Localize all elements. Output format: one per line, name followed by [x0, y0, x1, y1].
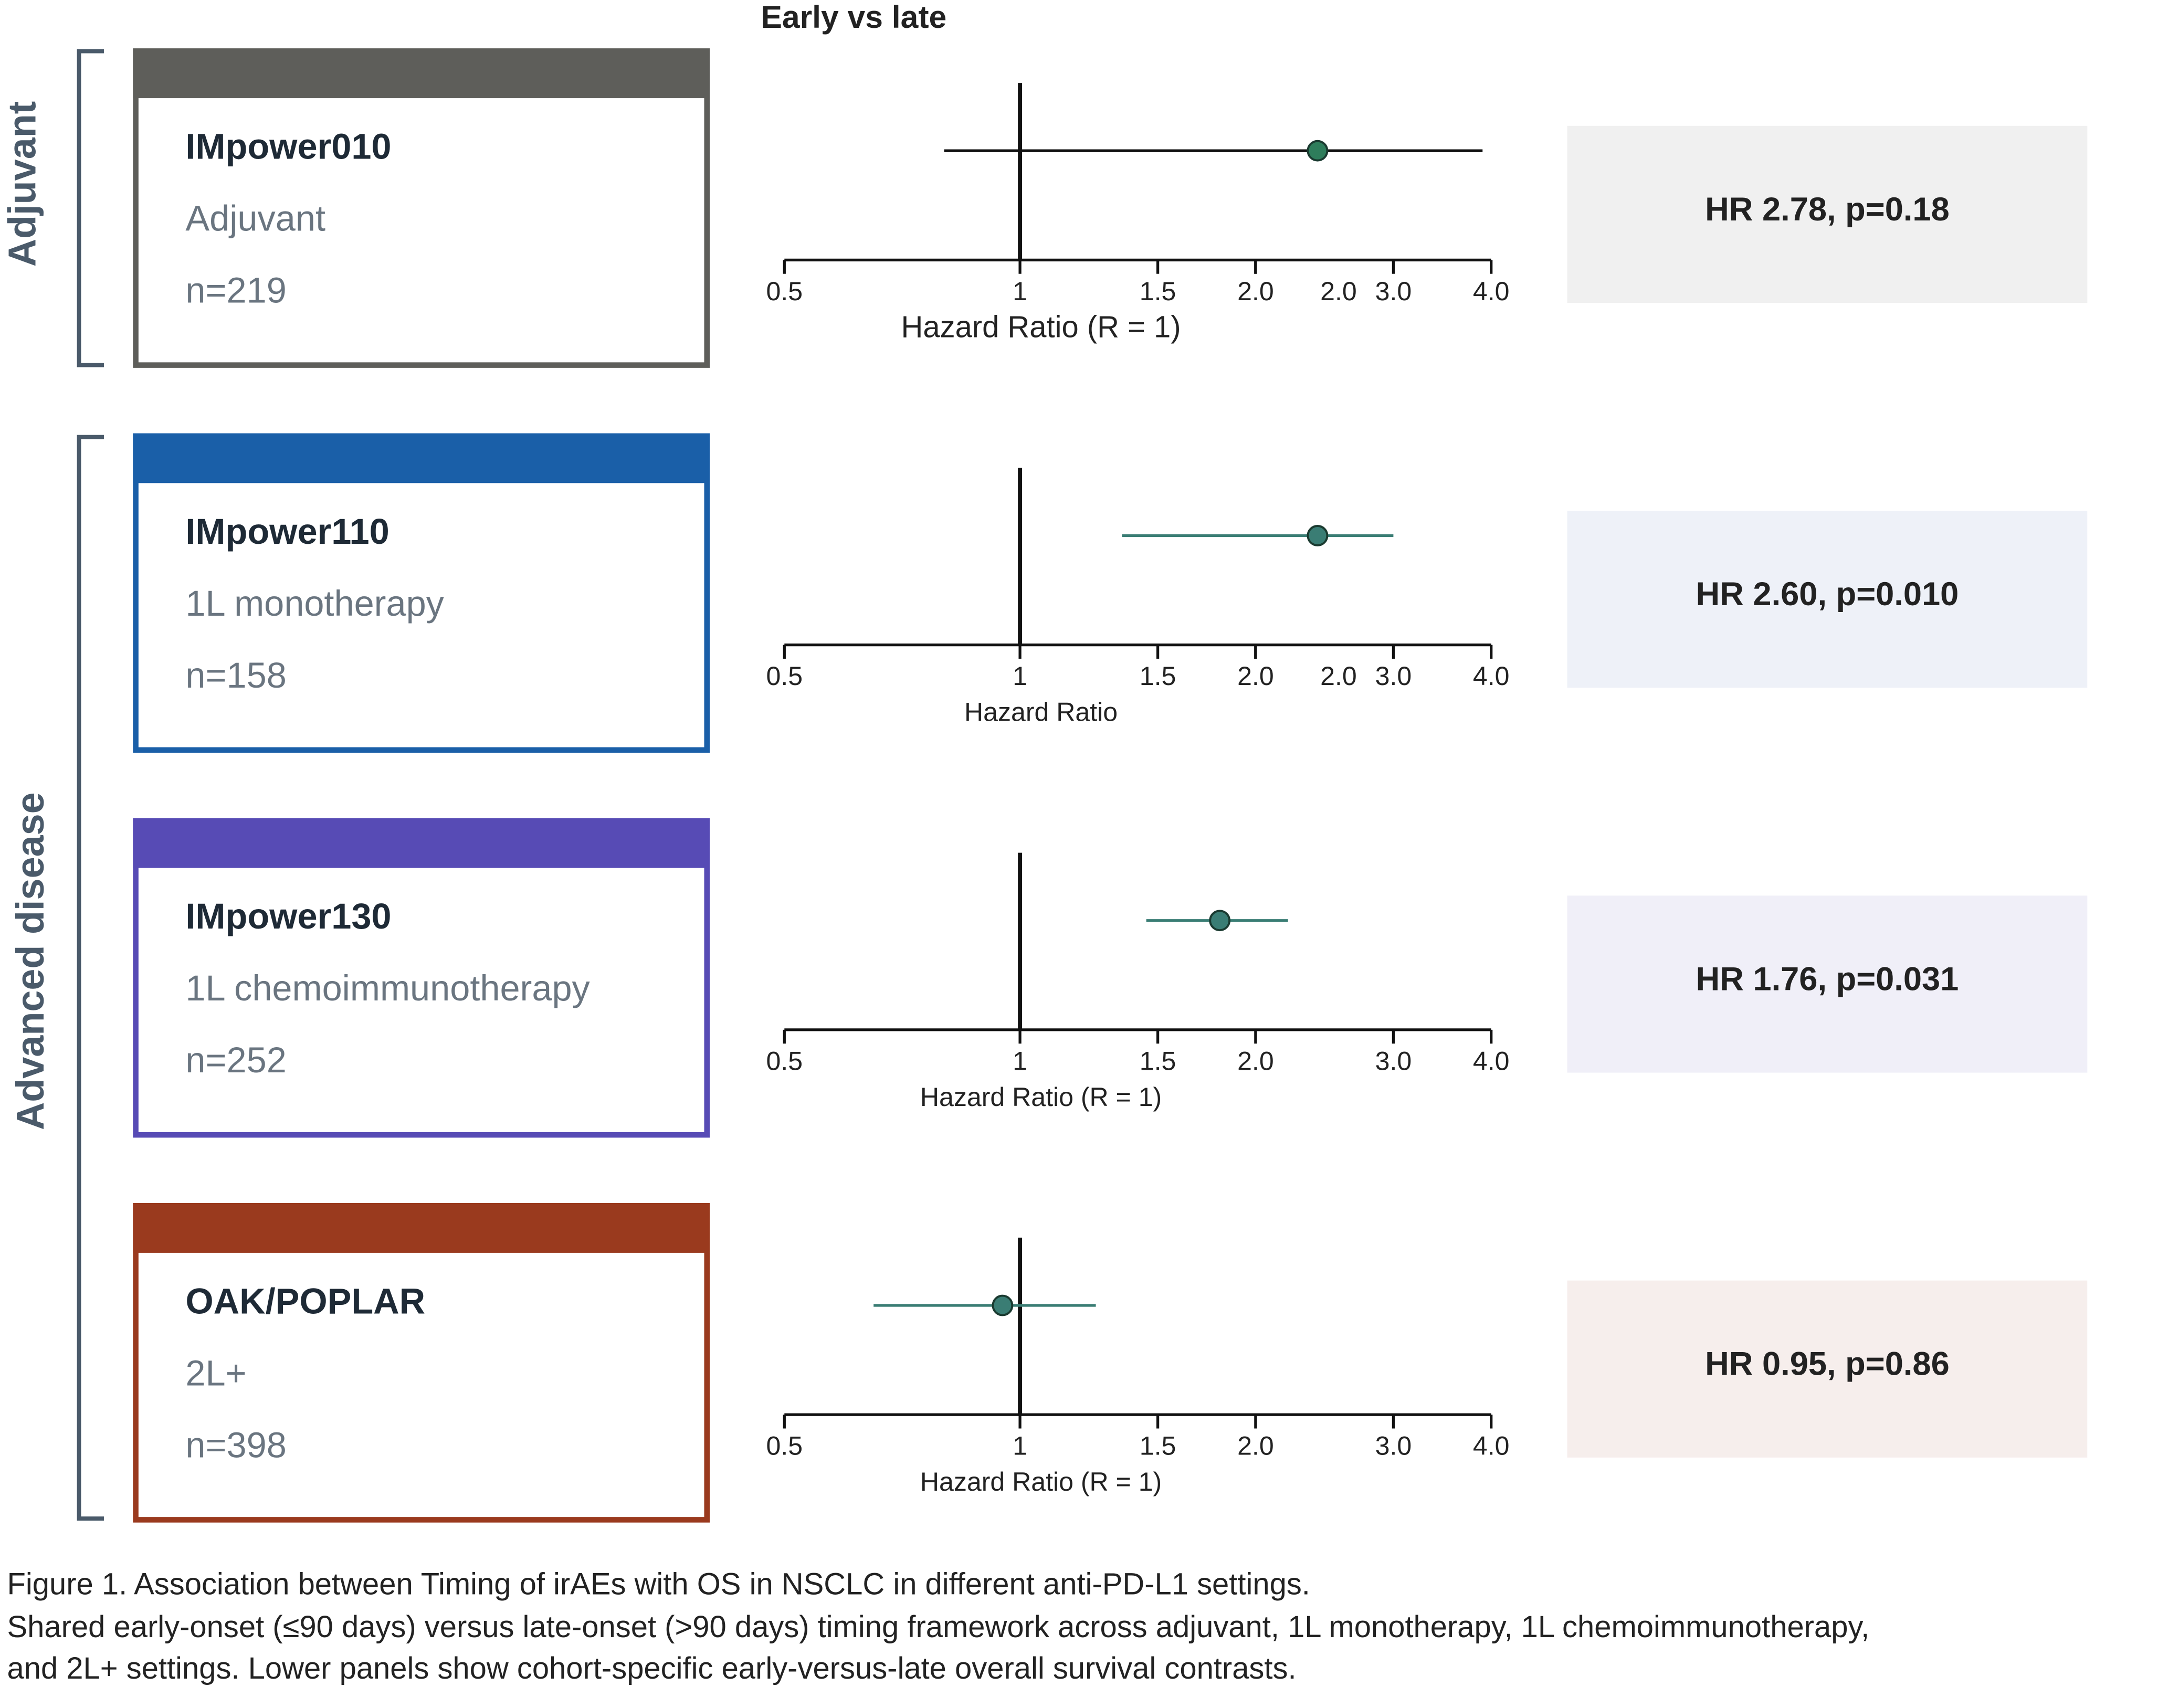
x-tick-label: 1: [1013, 1046, 1027, 1076]
cohort-box: [133, 818, 710, 1138]
caption-line: Figure 1. Association between Timing of …: [7, 1567, 1310, 1601]
cohort-setting: 1L chemoimmunotherapy: [185, 968, 590, 1008]
group-bracket: [77, 49, 104, 367]
caption-line: Shared early-onset (≤90 days) versus lat…: [7, 1610, 1870, 1644]
group-bracket: [77, 435, 104, 1521]
x-tick-label: 1: [1013, 277, 1027, 306]
result-box: [1567, 125, 2088, 303]
x-tick-label: 2.0: [1320, 277, 1357, 306]
estimate-point: [992, 1294, 1014, 1316]
result-text: HR 1.76, p=0.031: [1696, 961, 1959, 997]
cohort-name: OAK/POPLAR: [185, 1281, 425, 1321]
x-tick-label: 2.0: [1237, 277, 1274, 306]
cohort-n: n=252: [185, 1040, 286, 1080]
cohort-n: n=219: [185, 270, 286, 311]
result-text: HR 0.95, p=0.86: [1705, 1346, 1950, 1383]
cohort-setting: 1L monotherapy: [185, 583, 444, 624]
cohort-header: [133, 1203, 710, 1253]
x-axis-label: Hazard Ratio (R = 1): [901, 310, 1181, 344]
x-axis-label: Hazard Ratio (R = 1): [920, 1082, 1162, 1112]
x-tick-label: 4.0: [1473, 1046, 1510, 1076]
x-tick-label: 3.0: [1375, 661, 1412, 691]
estimate-point: [1307, 140, 1329, 162]
x-tick-label: 1.5: [1140, 1431, 1176, 1461]
figure-title: Early vs late: [761, 0, 946, 35]
cohort-name: IMpower110: [185, 511, 389, 552]
x-axis-label: Hazard Ratio: [964, 698, 1118, 727]
estimate-point: [1307, 525, 1329, 546]
x-axis-label: Hazard Ratio (R = 1): [920, 1467, 1162, 1496]
x-tick-label: 3.0: [1375, 1046, 1412, 1076]
x-tick-label: 4.0: [1473, 1431, 1510, 1461]
x-tick-label: 2.0: [1237, 1046, 1274, 1076]
cohort-name: IMpower130: [185, 896, 391, 936]
x-tick-label: 1.5: [1140, 1046, 1176, 1076]
cohort-header: [133, 433, 710, 483]
x-tick-label: 1: [1013, 661, 1027, 691]
group-label: Advanced disease: [8, 792, 52, 1130]
result-box: [1567, 895, 2088, 1073]
x-tick-label: 2.0: [1320, 661, 1357, 691]
x-tick-label: 0.5: [766, 1431, 803, 1461]
result-text: HR 2.60, p=0.010: [1696, 576, 1959, 613]
cohort-name: IMpower010: [185, 126, 391, 167]
cohort-header: [133, 818, 710, 868]
x-tick-label: 1: [1013, 1431, 1027, 1461]
x-tick-label: 2.0: [1237, 661, 1274, 691]
caption-line: and 2L+ settings. Lower panels show coho…: [7, 1652, 1297, 1685]
x-tick-label: 1.5: [1140, 277, 1176, 306]
cohort-box: [133, 48, 710, 368]
cohort-setting: Adjuvant: [185, 198, 325, 239]
x-tick-label: 2.0: [1237, 1431, 1274, 1461]
x-tick-label: 1.5: [1140, 661, 1176, 691]
x-tick-label: 3.0: [1375, 277, 1412, 306]
x-tick-label: 0.5: [766, 277, 803, 306]
x-tick-label: 4.0: [1473, 661, 1510, 691]
cohort-n: n=398: [185, 1425, 286, 1465]
result-box: [1567, 1280, 2088, 1458]
estimate-point: [1209, 910, 1231, 932]
cohort-setting: 2L+: [185, 1353, 246, 1393]
cohort-header: [133, 48, 710, 99]
result-text: HR 2.78, p=0.18: [1705, 191, 1950, 228]
x-tick-label: 0.5: [766, 661, 803, 691]
x-tick-label: 0.5: [766, 1046, 803, 1076]
cohort-box: [133, 1203, 710, 1523]
result-box: [1567, 511, 2088, 688]
x-tick-label: 3.0: [1375, 1431, 1412, 1461]
cohort-n: n=158: [185, 655, 286, 695]
group-label: Adjuvant: [0, 101, 44, 267]
x-tick-label: 4.0: [1473, 277, 1510, 306]
